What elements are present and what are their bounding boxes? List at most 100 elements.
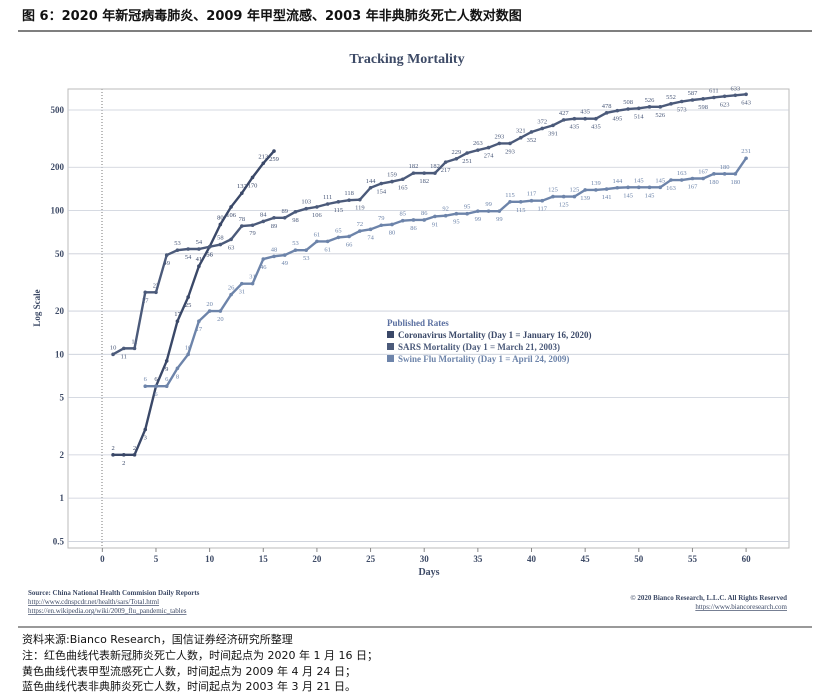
data-label: 72 (357, 221, 364, 228)
data-label: 2 (133, 445, 136, 452)
point (658, 185, 663, 190)
point (218, 309, 223, 313)
point (454, 156, 459, 161)
point (594, 188, 598, 192)
data-label: 352 (527, 137, 537, 144)
data-label: 98 (292, 217, 299, 224)
data-label: 99 (496, 216, 503, 223)
point (486, 145, 491, 150)
footer-line: 注：红色曲线代表新冠肺炎死亡人数，时间起点为 2020 年 1 月 16 日； (22, 648, 378, 662)
legend-label: Swine Flu Mortality (Day 1 = April 24, 2… (398, 354, 569, 364)
data-label: 144 (366, 178, 377, 185)
data-label: 92 (442, 206, 449, 213)
y-tick-label: 2 (60, 450, 65, 460)
data-label: 2 (111, 445, 114, 452)
point (529, 198, 534, 203)
point (508, 199, 512, 204)
point (186, 247, 190, 251)
x-tick-label: 55 (688, 554, 698, 564)
data-label: 115 (334, 207, 344, 214)
data-label: 587 (688, 90, 699, 97)
x-tick-label: 20 (312, 554, 322, 564)
data-label: 119 (355, 205, 365, 212)
data-label: 56 (206, 252, 213, 259)
data-label: 141 (602, 194, 612, 201)
data-label: 259 (269, 156, 279, 163)
data-label: 125 (548, 187, 558, 194)
point (518, 135, 523, 140)
point (111, 352, 115, 357)
data-label: 526 (645, 97, 656, 104)
source: Source: China National Health Commision … (28, 589, 200, 597)
data-label: 118 (344, 190, 354, 197)
series-line (145, 157, 748, 388)
point (572, 194, 577, 199)
point (368, 227, 373, 232)
point (154, 384, 158, 389)
point (443, 160, 448, 164)
y-tick-label: 10 (55, 349, 65, 359)
y-tick-label: 500 (51, 105, 65, 115)
point (454, 211, 459, 216)
source-link: http://www.cdnspcdr.net/health/sars/Tota… (28, 598, 159, 606)
point (615, 108, 620, 113)
data-label: 10 (110, 344, 117, 351)
data-label: 20 (217, 316, 224, 323)
point (712, 95, 716, 100)
point (282, 216, 287, 220)
data-label: 56 (206, 252, 213, 259)
point (690, 98, 695, 102)
data-label: 48 (271, 246, 278, 253)
point (497, 209, 502, 213)
point (722, 94, 727, 99)
point (422, 218, 427, 222)
data-label: 17 (174, 311, 181, 318)
point (261, 161, 266, 166)
point (583, 188, 587, 192)
point (744, 156, 748, 161)
point (240, 224, 244, 228)
data-label: 17 (196, 326, 203, 333)
point (572, 116, 577, 121)
data-label: 53 (303, 255, 310, 262)
data-label: 111 (323, 194, 332, 201)
point (304, 248, 308, 252)
data-label: 598 (698, 104, 708, 111)
point (701, 97, 705, 101)
data-label: 182 (409, 163, 419, 170)
data-label: 125 (559, 202, 569, 209)
point (379, 181, 384, 186)
point (282, 253, 287, 257)
data-label: 165 (398, 184, 408, 191)
point (390, 179, 394, 184)
point (175, 319, 180, 323)
data-label: 11 (121, 353, 127, 360)
y-tick-label: 1 (60, 493, 65, 503)
data-label: 91 (432, 221, 439, 228)
point (304, 206, 308, 211)
data-label: 115 (505, 192, 515, 199)
legend-label: Coronavirus Mortality (Day 1 = January 1… (398, 330, 591, 340)
point (207, 309, 212, 313)
data-label: 643 (741, 99, 751, 106)
plot-area (67, 88, 790, 549)
data-label: 170 (248, 182, 258, 189)
data-label: 435 (591, 124, 601, 131)
data-label: 25 (185, 302, 192, 309)
data-label: 263 (473, 140, 483, 147)
y-tick-label: 0.5 (53, 536, 65, 546)
data-label: 27 (142, 297, 149, 304)
point (154, 290, 158, 295)
series-line (113, 150, 275, 457)
data-label: 145 (655, 177, 665, 184)
data-label: 117 (527, 191, 537, 198)
data-label: 139 (580, 195, 590, 202)
data-label: 427 (559, 110, 570, 117)
x-tick-label: 0 (100, 554, 105, 564)
data-label: 508 (623, 99, 633, 106)
point (486, 209, 491, 213)
data-label: 182 (419, 178, 429, 185)
point (733, 93, 738, 98)
point (272, 254, 276, 259)
